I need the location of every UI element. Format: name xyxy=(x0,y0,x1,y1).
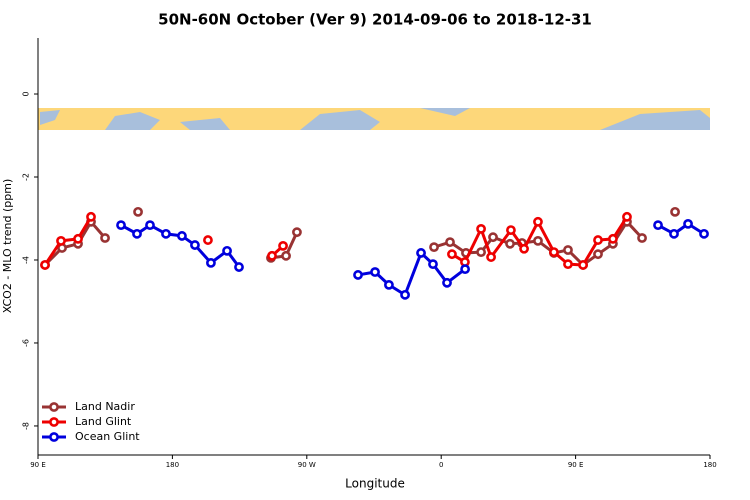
x-tick-label: 90 E xyxy=(568,461,584,469)
y-tick-label: 0 xyxy=(22,91,31,96)
data-point xyxy=(486,252,496,262)
y-tick-label: -6 xyxy=(22,339,31,347)
data-point xyxy=(476,223,486,234)
data-point xyxy=(593,249,603,260)
data-point xyxy=(177,231,187,241)
legend-marker xyxy=(49,432,59,442)
x-tick-label: 180 xyxy=(703,461,716,469)
data-point xyxy=(505,238,515,249)
data-point xyxy=(593,235,603,245)
y-tick-label: -2 xyxy=(22,173,31,181)
data-point xyxy=(161,228,171,239)
x-axis-label: Longitude xyxy=(345,477,405,491)
data-point xyxy=(86,211,96,222)
data-point xyxy=(442,277,452,288)
data-point xyxy=(608,233,618,244)
data-point xyxy=(222,245,232,256)
x-tick-label: 90 E xyxy=(30,461,46,469)
data-point xyxy=(670,206,680,217)
data-point xyxy=(683,218,693,229)
data-point xyxy=(292,227,302,238)
data-point xyxy=(460,264,470,275)
data-point xyxy=(699,228,709,239)
data-point xyxy=(533,216,543,227)
data-point xyxy=(190,240,200,250)
data-point xyxy=(56,235,66,246)
series-line xyxy=(657,222,705,236)
data-point xyxy=(278,240,288,251)
data-point xyxy=(578,260,588,270)
data-point xyxy=(100,233,110,243)
data-point xyxy=(203,235,213,245)
data-point xyxy=(267,250,277,261)
data-point xyxy=(669,228,679,239)
data-point xyxy=(234,262,244,272)
data-point xyxy=(428,259,438,270)
series-line xyxy=(43,216,93,266)
data-point xyxy=(506,225,516,236)
data-point xyxy=(549,247,559,258)
legend-label: Ocean Glint xyxy=(75,430,140,443)
data-point xyxy=(563,245,573,255)
legend-marker xyxy=(49,402,59,412)
legend-marker xyxy=(49,417,59,427)
data-point xyxy=(400,289,410,300)
data-point xyxy=(206,257,216,268)
data-point xyxy=(519,243,529,254)
data-point xyxy=(370,267,380,277)
y-tick-label: -8 xyxy=(22,422,31,430)
x-tick-label: 90 W xyxy=(298,461,316,469)
data-point xyxy=(116,220,126,231)
data-point xyxy=(40,260,50,270)
legend-label: Land Glint xyxy=(75,415,132,428)
map-strip xyxy=(38,108,710,130)
data-point xyxy=(132,228,142,239)
chart-title: 50N-60N October (Ver 9) 2014-09-06 to 20… xyxy=(158,11,592,29)
x-tick-label: 180 xyxy=(166,461,179,469)
data-point xyxy=(133,206,143,217)
data-point xyxy=(533,235,543,246)
data-point xyxy=(476,247,486,258)
data-point xyxy=(445,237,455,248)
data-point xyxy=(653,220,663,231)
data-point xyxy=(488,232,498,243)
y-tick-label: -4 xyxy=(22,256,31,264)
data-point xyxy=(73,233,83,244)
data-point xyxy=(416,248,426,258)
data-point xyxy=(145,220,155,231)
data-point xyxy=(384,279,394,290)
data-point xyxy=(622,211,632,222)
data-point xyxy=(281,250,291,261)
data-point xyxy=(429,242,439,253)
legend: Land Nadir Land Glint Ocean Glint xyxy=(42,400,140,443)
data-point xyxy=(563,259,573,270)
data-point xyxy=(353,270,363,280)
y-axis-label: XCO2 - MLO trend (ppm) xyxy=(1,179,14,314)
x-tick-label: 0 xyxy=(439,461,443,469)
data-point xyxy=(447,249,457,260)
legend-label: Land Nadir xyxy=(75,400,135,413)
data-point xyxy=(637,233,647,243)
